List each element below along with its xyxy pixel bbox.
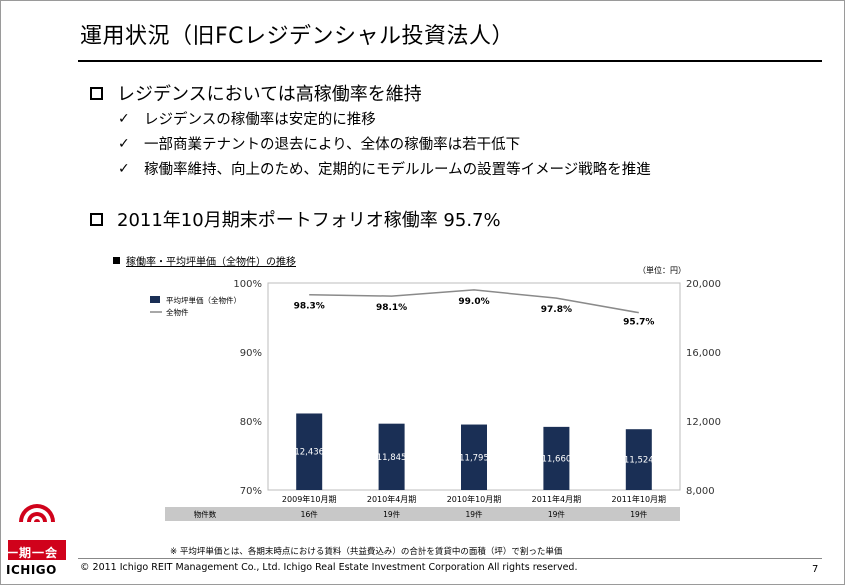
property-count-cell: 19件 — [630, 509, 648, 519]
line-occupancy-rate — [309, 289, 639, 314]
footer-divider — [78, 558, 822, 559]
x-axis-category-label: 2010年10月期 — [447, 494, 502, 504]
page-number: 7 — [812, 564, 819, 575]
square-bullet-icon — [90, 212, 103, 226]
property-count-cell: 16件 — [301, 509, 319, 519]
slide-title: 運用状況（旧FCレジデンシャル投資法人） — [80, 24, 515, 49]
black-square-icon — [113, 257, 120, 264]
section2-heading-row: 2011年10月期末ポートフォリオ稼働率 95.7% — [90, 206, 501, 232]
bar-avg-unit-price — [543, 426, 570, 490]
left-axis-tick-label: 90% — [240, 348, 262, 359]
chart-title-row: 稼働率・平均坪単価（全物件）の推移 — [113, 253, 296, 268]
bar-value-label: 11,795 — [459, 453, 489, 463]
section1-point: ✓ レジデンスの稼働率は安定的に推移 — [118, 108, 376, 129]
footnote: ※ 平均坪単価とは、各期末時点における賃料（共益費込み）の合計を賃貸中の面積（坪… — [170, 547, 563, 557]
x-axis-category-label: 2011年10月期 — [612, 494, 667, 504]
check-icon: ✓ — [118, 160, 130, 177]
property-count-row-bg — [165, 507, 680, 521]
legend-line-label: 全物件 — [166, 307, 189, 317]
section1-point-text: レジデンスの稼働率は安定的に推移 — [144, 112, 376, 128]
bar-avg-unit-price — [296, 413, 323, 490]
property-count-cell: 19件 — [548, 509, 566, 519]
logo-english-text: ICHIGO — [6, 563, 57, 577]
bar-avg-unit-price — [625, 429, 652, 490]
chart-unit: （単位：円） — [638, 266, 686, 275]
property-count-row-label: 物件数 — [194, 509, 217, 519]
bar-value-label: 11,524 — [624, 456, 654, 466]
copyright: © 2011 Ichigo REIT Management Co., Ltd. … — [80, 562, 578, 573]
x-axis-category-label: 2010年4月期 — [367, 494, 416, 504]
chart-title: 稼働率・平均坪単価（全物件）の推移 — [126, 257, 296, 268]
property-count-cell: 19件 — [383, 509, 401, 519]
bar-value-label: 11,660 — [542, 454, 572, 464]
right-axis-tick-label: 12,000 — [686, 417, 721, 428]
section1-point-text: 一部商業テナントの退去により、全体の稼働率は若干低下 — [144, 137, 521, 153]
line-value-label: 98.3% — [294, 302, 325, 312]
section2-heading: 2011年10月期末ポートフォリオ稼働率 95.7% — [117, 210, 501, 231]
logo-japanese-text: 一期一会 — [6, 546, 59, 560]
right-axis-tick-label: 16,000 — [686, 348, 721, 359]
bar-value-label: 11,845 — [377, 453, 407, 463]
line-value-label: 97.8% — [541, 305, 572, 315]
square-bullet-icon — [90, 86, 103, 100]
section1-heading-row: レジデンスにおいては高稼働率を維持 — [90, 80, 422, 106]
x-axis-category-label: 2011年4月期 — [532, 494, 581, 504]
section1-point: ✓ 一部商業テナントの退去により、全体の稼働率は若干低下 — [118, 133, 520, 154]
legend-bar-swatch — [150, 296, 160, 303]
right-axis-tick-label: 20,000 — [686, 279, 721, 290]
bar-avg-unit-price — [461, 424, 487, 490]
check-icon: ✓ — [118, 110, 130, 127]
line-value-label: 95.7% — [623, 318, 654, 328]
section1-point-text: 稼働率維持、向上のため、定期的にモデルルームの設置等イメージ戦略を推進 — [144, 162, 651, 178]
x-axis-category-label: 2009年10月期 — [282, 494, 337, 504]
title-divider — [78, 60, 822, 62]
property-count-cell: 19件 — [465, 509, 483, 519]
line-value-label: 99.0% — [458, 297, 489, 307]
check-icon: ✓ — [118, 135, 130, 152]
section1-point: ✓ 稼働率維持、向上のため、定期的にモデルルームの設置等イメージ戦略を推進 — [118, 158, 651, 179]
section1-heading: レジデンスにおいては高稼働率を維持 — [117, 84, 422, 105]
ichigo-logo-icon — [8, 504, 66, 560]
left-axis-tick-label: 80% — [240, 417, 262, 428]
left-axis-tick-label: 100% — [233, 279, 262, 290]
bar-value-label: 12,436 — [294, 448, 324, 458]
legend-bar-label: 平均坪単価（全物件） — [166, 295, 241, 305]
bar-avg-unit-price — [378, 423, 405, 490]
left-axis-tick-label: 70% — [240, 486, 262, 497]
line-value-label: 98.1% — [376, 303, 407, 313]
right-axis-tick-label: 8,000 — [686, 486, 715, 497]
